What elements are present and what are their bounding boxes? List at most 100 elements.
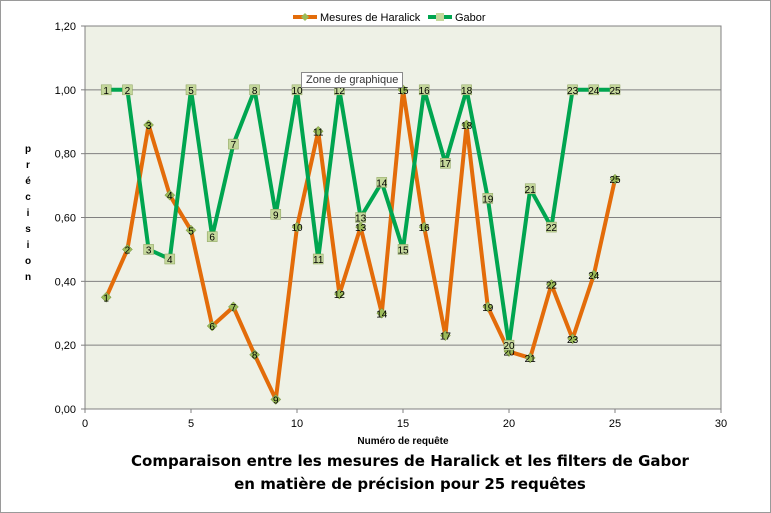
marker-gabor — [206, 231, 218, 242]
point-label-gabor: 10 — [291, 86, 303, 97]
point-label-gabor: 13 — [355, 214, 367, 225]
point-label-haralick: 24 — [588, 271, 600, 282]
marker-gabor — [249, 84, 260, 96]
y-tick-label: 0,60 — [55, 213, 76, 225]
marker-haralick — [270, 394, 282, 405]
chart-area-tooltip: Zone de graphique — [301, 72, 404, 88]
marker-gabor — [164, 253, 176, 265]
point-label-haralick: 20 — [503, 348, 515, 359]
point-label-gabor: 18 — [461, 86, 473, 97]
marker-haralick — [355, 221, 366, 233]
point-label-gabor: 1 — [103, 86, 109, 97]
marker-haralick — [482, 301, 494, 313]
marker-gabor — [270, 209, 282, 220]
marker-gabor — [524, 183, 536, 195]
point-label-haralick: 14 — [376, 309, 388, 320]
legend-marker-gabor — [436, 13, 444, 21]
point-label-gabor: 25 — [609, 86, 621, 97]
marker-haralick — [440, 330, 451, 341]
point-label-haralick: 18 — [461, 121, 473, 132]
marker-gabor — [228, 138, 239, 150]
y-tick-label: 0,20 — [55, 340, 76, 352]
marker-gabor — [185, 84, 197, 96]
marker-haralick — [376, 307, 388, 319]
marker-haralick — [122, 244, 133, 255]
point-label-haralick: 7 — [231, 303, 237, 314]
point-label-gabor: 4 — [167, 255, 173, 266]
point-label-gabor: 12 — [334, 86, 346, 97]
point-label-gabor: 17 — [440, 159, 452, 170]
marker-gabor — [355, 212, 366, 223]
marker-haralick — [206, 320, 218, 332]
point-label-haralick: 12 — [334, 290, 346, 301]
marker-haralick — [418, 221, 430, 233]
point-label-gabor: 20 — [503, 341, 515, 352]
caption-line-2: en matière de précision pour 25 requêtes — [234, 475, 586, 493]
marker-gabor — [567, 84, 578, 96]
x-tick-label: 15 — [397, 418, 409, 430]
point-label-gabor: 11 — [313, 255, 324, 266]
x-tick-label: 25 — [609, 418, 621, 430]
point-label-gabor: 15 — [397, 245, 409, 256]
point-label-gabor: 7 — [231, 140, 237, 151]
marker-gabor — [100, 84, 112, 96]
marker-haralick — [588, 269, 600, 281]
point-label-haralick: 10 — [291, 223, 303, 234]
point-label-haralick: 11 — [313, 127, 324, 138]
point-label-gabor: 9 — [273, 210, 279, 221]
marker-haralick — [228, 301, 239, 313]
marker-gabor — [503, 339, 515, 351]
point-label-haralick: 1 — [103, 293, 109, 304]
marker-gabor — [291, 84, 303, 96]
marker-haralick — [143, 119, 154, 131]
legend-marker-haralick — [301, 13, 309, 21]
point-label-haralick: 21 — [525, 354, 537, 365]
x-tick-label: 5 — [188, 418, 194, 430]
point-label-haralick: 2 — [125, 245, 131, 256]
x-tick-label: 30 — [715, 418, 727, 430]
point-label-haralick: 16 — [419, 223, 431, 234]
caption-line-1: Comparaison entre les mesures de Haralic… — [131, 452, 689, 470]
point-label-gabor: 16 — [419, 86, 431, 97]
legend-label-gabor: Gabor — [455, 12, 486, 24]
point-label-haralick: 4 — [167, 191, 173, 202]
point-label-haralick: 19 — [482, 303, 494, 314]
point-label-haralick: 23 — [567, 335, 579, 346]
y-tick-label: 1,20 — [55, 21, 76, 33]
point-label-haralick: 5 — [188, 226, 194, 237]
point-label-gabor: 8 — [252, 86, 258, 97]
y-tick-label: 0,00 — [55, 404, 76, 416]
marker-gabor — [312, 253, 324, 265]
point-label-gabor: 5 — [188, 86, 194, 97]
marker-gabor — [461, 84, 472, 96]
point-label-gabor: 22 — [546, 223, 558, 234]
marker-haralick — [100, 291, 112, 303]
point-label-haralick: 9 — [273, 395, 279, 406]
marker-haralick — [567, 333, 578, 345]
marker-gabor — [143, 244, 154, 255]
point-label-haralick: 22 — [546, 281, 558, 292]
point-label-haralick: 17 — [440, 332, 452, 343]
marker-haralick — [609, 173, 621, 185]
y-tick-label: 0,40 — [55, 276, 76, 288]
point-label-haralick: 3 — [146, 121, 152, 132]
point-label-gabor: 19 — [482, 194, 494, 205]
marker-haralick — [312, 125, 324, 137]
marker-gabor — [609, 84, 621, 96]
marker-gabor — [376, 177, 388, 188]
y-tick-label: 1,00 — [55, 85, 76, 97]
marker-haralick — [249, 349, 260, 361]
point-label-gabor: 3 — [146, 245, 152, 256]
point-label-haralick: 13 — [355, 223, 367, 234]
marker-haralick — [461, 119, 472, 131]
point-label-gabor: 21 — [525, 185, 537, 196]
point-label-gabor: 6 — [209, 233, 215, 244]
marker-gabor — [482, 193, 494, 204]
marker-gabor — [418, 84, 430, 96]
legend-label-haralick: Mesures de Haralick — [320, 12, 421, 24]
point-label-haralick: 6 — [209, 322, 215, 333]
marker-gabor — [122, 84, 133, 96]
x-tick-label: 10 — [291, 418, 303, 430]
